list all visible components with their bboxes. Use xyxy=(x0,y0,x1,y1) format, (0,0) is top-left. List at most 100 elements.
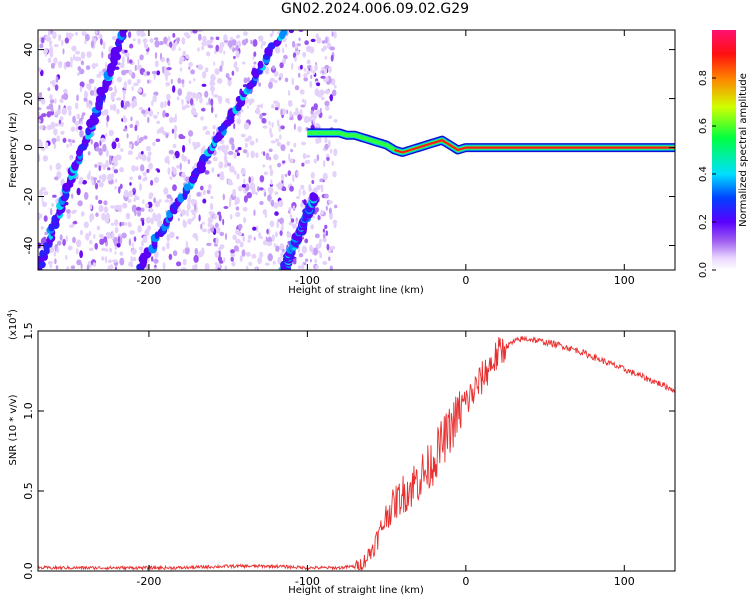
noise-speckle xyxy=(273,202,279,209)
noise-speckle xyxy=(124,52,130,57)
noise-speckle xyxy=(208,39,214,44)
noise-speckle xyxy=(137,225,142,233)
noise-speckle xyxy=(276,141,282,147)
noise-speckle xyxy=(83,92,89,98)
noise-speckle xyxy=(281,47,285,54)
noise-speckle xyxy=(65,235,69,243)
noise-speckle xyxy=(334,204,338,209)
noise-speckle xyxy=(54,84,59,91)
noise-speckle xyxy=(150,217,154,225)
noise-speckle xyxy=(217,211,222,216)
noise-speckle xyxy=(56,171,62,179)
noise-speckle xyxy=(41,197,44,203)
noise-speckle xyxy=(237,185,243,192)
streak-3-blob xyxy=(309,192,317,201)
noise-speckle xyxy=(158,199,162,203)
noise-speckle xyxy=(54,123,60,127)
noise-speckle xyxy=(75,31,78,36)
noise-speckle xyxy=(129,59,133,64)
noise-speckle xyxy=(105,160,109,166)
noise-speckle xyxy=(278,124,282,133)
noise-speckle xyxy=(191,92,197,99)
noise-speckle xyxy=(109,264,114,270)
noise-speckle xyxy=(40,213,43,218)
noise-speckle xyxy=(53,44,59,48)
noise-speckle xyxy=(119,183,123,189)
noise-speckle xyxy=(137,134,140,143)
noise-speckle xyxy=(58,104,61,111)
noise-speckle xyxy=(114,205,119,210)
noise-speckle xyxy=(218,262,221,269)
noise-speckle xyxy=(296,220,300,224)
y-tick-label: 0 xyxy=(22,144,35,151)
noise-speckle xyxy=(183,32,190,37)
noise-speckle xyxy=(110,222,115,226)
noise-speckle xyxy=(74,120,80,126)
noise-speckle xyxy=(100,137,106,143)
noise-speckle xyxy=(161,246,166,252)
noise-speckle xyxy=(249,182,255,187)
noise-speckle xyxy=(61,107,68,116)
noise-speckle xyxy=(118,204,122,213)
noise-speckle xyxy=(328,115,333,119)
noise-speckle xyxy=(254,191,259,196)
noise-speckle xyxy=(80,121,83,125)
noise-speckle xyxy=(76,259,82,266)
noise-speckle xyxy=(283,187,287,192)
noise-speckle xyxy=(130,116,133,122)
noise-speckle xyxy=(65,255,68,260)
noise-speckle xyxy=(182,219,186,226)
noise-speckle xyxy=(45,141,49,149)
noise-speckle xyxy=(134,166,139,171)
noise-speckle xyxy=(245,251,251,257)
noise-speckle xyxy=(111,232,115,240)
noise-speckle xyxy=(58,34,62,42)
noise-speckle xyxy=(133,197,137,202)
noise-speckle xyxy=(133,98,137,106)
noise-speckle xyxy=(259,113,263,120)
noise-speckle xyxy=(286,109,289,115)
noise-speckle xyxy=(182,50,186,56)
noise-speckle xyxy=(303,115,309,124)
noise-speckle xyxy=(154,200,160,208)
snr-scale-suffix: ) xyxy=(8,309,19,313)
noise-speckle xyxy=(160,101,164,109)
noise-speckle xyxy=(137,58,140,66)
noise-speckle xyxy=(252,39,258,47)
noise-speckle xyxy=(258,82,262,87)
noise-speckle xyxy=(325,205,328,211)
noise-speckle xyxy=(163,187,169,195)
noise-speckle xyxy=(111,36,118,41)
noise-speckle xyxy=(145,203,149,209)
noise-speckle xyxy=(156,70,161,76)
noise-speckle xyxy=(145,216,151,224)
noise-speckle xyxy=(260,43,263,49)
noise-speckle xyxy=(71,45,77,52)
noise-speckle xyxy=(201,221,205,225)
noise-speckle xyxy=(176,37,181,42)
noise-speckle xyxy=(54,111,58,117)
noise-speckle xyxy=(218,161,224,169)
noise-speckle xyxy=(142,235,148,243)
noise-speckle xyxy=(287,170,291,177)
noise-speckle xyxy=(296,171,300,177)
noise-speckle xyxy=(106,115,110,122)
noise-speckle xyxy=(110,205,115,209)
noise-speckle xyxy=(275,138,280,143)
noise-speckle xyxy=(158,40,164,46)
noise-speckle xyxy=(126,133,129,139)
noise-speckle xyxy=(188,130,194,137)
noise-speckle xyxy=(181,153,185,161)
y-tick-label: 20 xyxy=(22,92,35,106)
noise-speckle xyxy=(269,168,274,177)
noise-speckle xyxy=(131,204,137,213)
snr-scale-prefix: (x10 xyxy=(8,317,19,340)
noise-speckle xyxy=(88,230,92,236)
noise-speckle xyxy=(87,151,91,156)
noise-speckle xyxy=(302,189,306,196)
noise-speckle xyxy=(236,173,240,180)
noise-speckle xyxy=(333,31,337,39)
noise-speckle xyxy=(331,31,334,37)
noise-speckle xyxy=(83,97,88,102)
noise-speckle xyxy=(114,85,117,92)
